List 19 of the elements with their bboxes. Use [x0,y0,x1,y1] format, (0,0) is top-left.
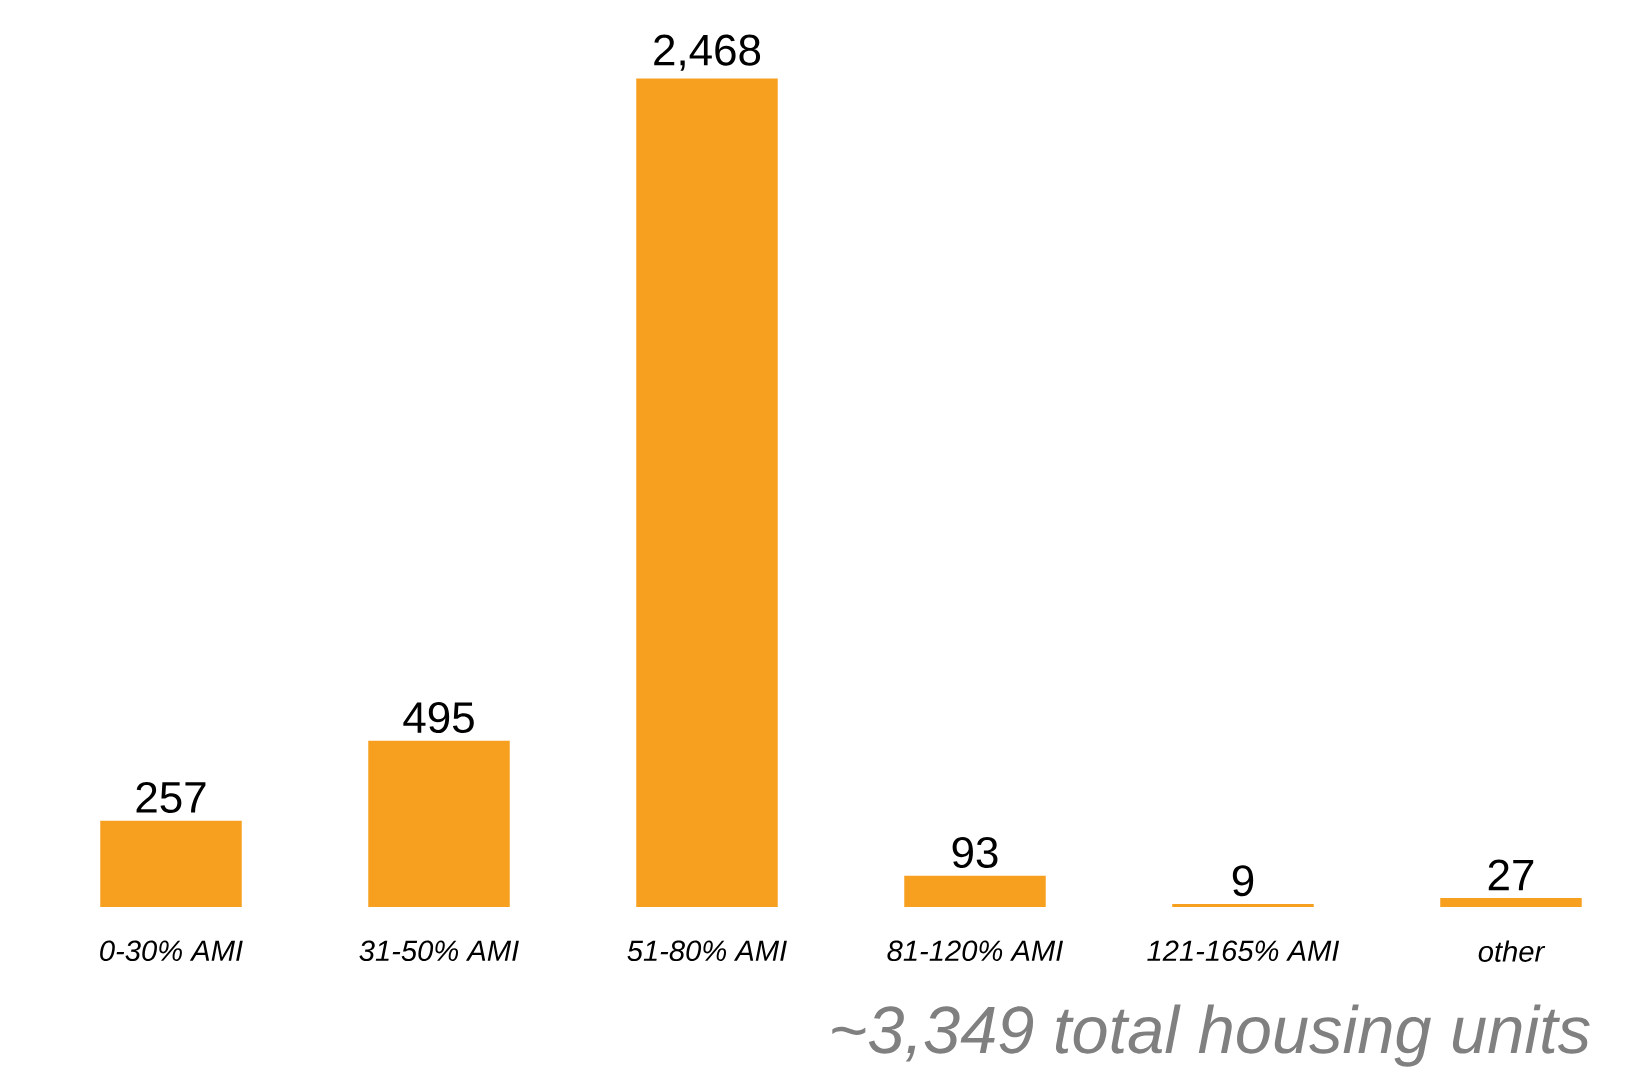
data-label: 2,468 [654,34,761,71]
bar [100,820,242,907]
bar [1172,903,1314,907]
data-label: 93 [952,836,998,869]
data-label: 495 [403,702,474,734]
x-tick-label: 51-80% AMI [627,940,787,962]
bar [368,740,510,907]
x-tick-label: 81-120% AMI [887,940,1063,962]
data-label: 257 [136,781,206,813]
bar [1440,897,1582,907]
data-label: 27 [1488,859,1534,891]
data-label: 9 [1232,865,1254,897]
bar [904,875,1046,907]
x-tick-label: 31-50% AMI [359,940,519,962]
x-tick-label: other [1478,940,1546,962]
x-tick-label: 0-30% AMI [100,940,243,962]
bar [636,78,778,907]
text: ~3,349 total housing units [832,1004,1590,1067]
x-tick-label: 121-165% AMI [1147,940,1340,962]
